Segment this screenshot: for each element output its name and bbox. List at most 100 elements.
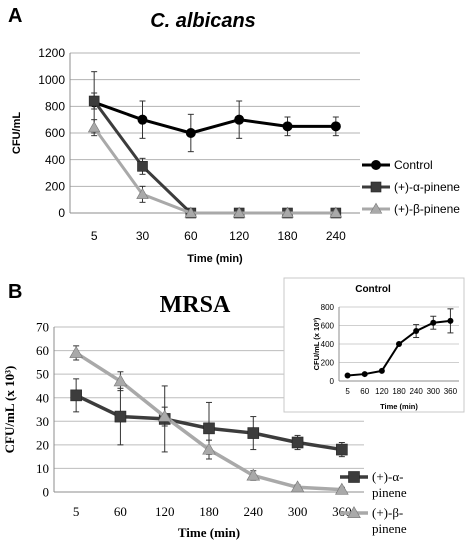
data-point xyxy=(185,128,196,138)
data-point xyxy=(291,436,304,449)
data-point xyxy=(203,422,215,435)
inset-title: Control xyxy=(355,284,391,295)
data-point xyxy=(361,371,368,378)
legend-label-line1: (+)-α- xyxy=(372,469,403,484)
legend-marker xyxy=(347,506,361,518)
data-point xyxy=(137,161,148,172)
legend-label-line2: pinene xyxy=(372,521,407,536)
y-tick-label: 400 xyxy=(321,340,335,349)
data-point xyxy=(330,121,341,132)
legend-label: (+)-α-pinene xyxy=(394,180,460,194)
data-point xyxy=(114,410,127,423)
data-point xyxy=(281,206,294,218)
data-point xyxy=(447,317,454,324)
legend-label: Control xyxy=(394,158,433,172)
panel-b: B MRSA 010203040506070560120180240300360… xyxy=(2,281,407,540)
series-line xyxy=(92,100,336,215)
x-tick-label: 180 xyxy=(392,387,406,396)
legend-label: (+)-β-pinene xyxy=(394,202,460,216)
data-point xyxy=(247,427,260,439)
inset-frame xyxy=(283,277,465,413)
x-tick-label: 240 xyxy=(326,229,346,243)
data-point xyxy=(137,114,148,125)
y-axis-label: CFU/mL (x 10³) xyxy=(312,317,321,370)
x-tick-label: 240 xyxy=(409,387,423,396)
legend-marker xyxy=(370,181,382,193)
data-point xyxy=(202,442,216,455)
x-tick-label: 60 xyxy=(184,229,198,243)
data-point xyxy=(378,367,385,374)
panel-a-letter: A xyxy=(8,5,22,27)
legend-marker xyxy=(348,471,360,483)
x-tick-label: 30 xyxy=(136,229,150,243)
y-tick-label: 0 xyxy=(330,377,335,386)
y-tick-label: 600 xyxy=(321,321,335,330)
data-point xyxy=(88,95,100,107)
panel-b-title: MRSA xyxy=(160,292,231,318)
panel-b-letter: B xyxy=(8,281,22,303)
x-tick-label: 300 xyxy=(288,504,308,519)
y-tick-label: 1200 xyxy=(38,46,65,60)
y-axis-label: CFU/mL (x 10³) xyxy=(2,366,17,454)
x-axis-label: Time (min) xyxy=(380,402,418,411)
y-tick-label: 600 xyxy=(45,126,65,140)
data-point xyxy=(290,480,305,493)
data-point xyxy=(234,114,245,125)
data-point xyxy=(69,346,83,358)
y-axis-label: CFU/mL xyxy=(11,112,23,154)
chart-b: 010203040506070560120180240300360Time (m… xyxy=(2,320,407,540)
x-tick-label: 180 xyxy=(199,504,219,519)
data-point xyxy=(282,121,293,132)
y-tick-label: 30 xyxy=(36,414,49,429)
y-tick-label: 40 xyxy=(36,390,49,405)
x-axis-label: Time (min) xyxy=(178,525,240,540)
data-point xyxy=(246,468,261,481)
x-tick-label: 5 xyxy=(73,504,80,519)
series-line xyxy=(93,100,336,135)
x-axis-label: Time (min) xyxy=(187,253,243,265)
x-tick-label: 60 xyxy=(114,504,127,519)
chart-a: 0 200 400 600 800 1000 1200 5 30 60 120 180 240 Time … xyxy=(11,46,460,265)
y-tick-label: 70 xyxy=(36,320,49,335)
legend-marker xyxy=(369,202,383,214)
y-tick-label: 200 xyxy=(321,358,335,367)
y-tick-label: 0 xyxy=(58,206,65,220)
x-tick-label: 5 xyxy=(91,229,98,243)
x-tick-label: 300 xyxy=(427,387,441,396)
data-point xyxy=(413,328,420,335)
data-point xyxy=(157,409,172,422)
y-tick-label: 200 xyxy=(45,180,65,194)
series-line xyxy=(92,126,336,215)
data-point xyxy=(344,372,351,379)
x-tick-label: 360 xyxy=(444,387,458,396)
panel-a: A C. albicans 0 200 400 600 800 1000 1200 5 30 60… xyxy=(8,5,460,265)
data-point xyxy=(232,206,246,218)
x-tick-label: 120 xyxy=(375,387,389,396)
y-tick-label: 1000 xyxy=(38,73,65,87)
panel-inset: Control 0 200 400 600 800 5 60 120 180 240 300 360 T… xyxy=(283,277,465,413)
y-tick-label: 0 xyxy=(43,485,50,500)
y-tick-label: 10 xyxy=(36,461,49,476)
x-tick-label: 120 xyxy=(229,229,249,243)
data-point xyxy=(184,206,198,218)
data-point xyxy=(70,389,82,402)
data-point xyxy=(136,187,149,199)
x-tick-label: 180 xyxy=(277,229,297,243)
x-tick-label: 60 xyxy=(360,387,369,396)
data-point xyxy=(87,121,101,133)
y-tick-label: 50 xyxy=(36,367,49,382)
y-tick-label: 60 xyxy=(36,343,49,358)
chart-inset: 0 200 400 600 800 5 60 120 180 240 300 360 Time (min… xyxy=(312,303,459,411)
y-tick-label: 800 xyxy=(45,100,65,114)
x-tick-label: 5 xyxy=(345,387,350,396)
x-tick-label: 120 xyxy=(155,504,175,519)
y-tick-label: 400 xyxy=(45,153,65,167)
legend-marker xyxy=(371,160,381,170)
data-point xyxy=(113,374,128,387)
data-point xyxy=(329,206,343,218)
y-tick-label: 800 xyxy=(321,303,335,312)
data-point xyxy=(336,443,348,456)
panel-a-title: C. albicans xyxy=(150,10,256,32)
legend-label-line2: pinene xyxy=(372,485,407,500)
